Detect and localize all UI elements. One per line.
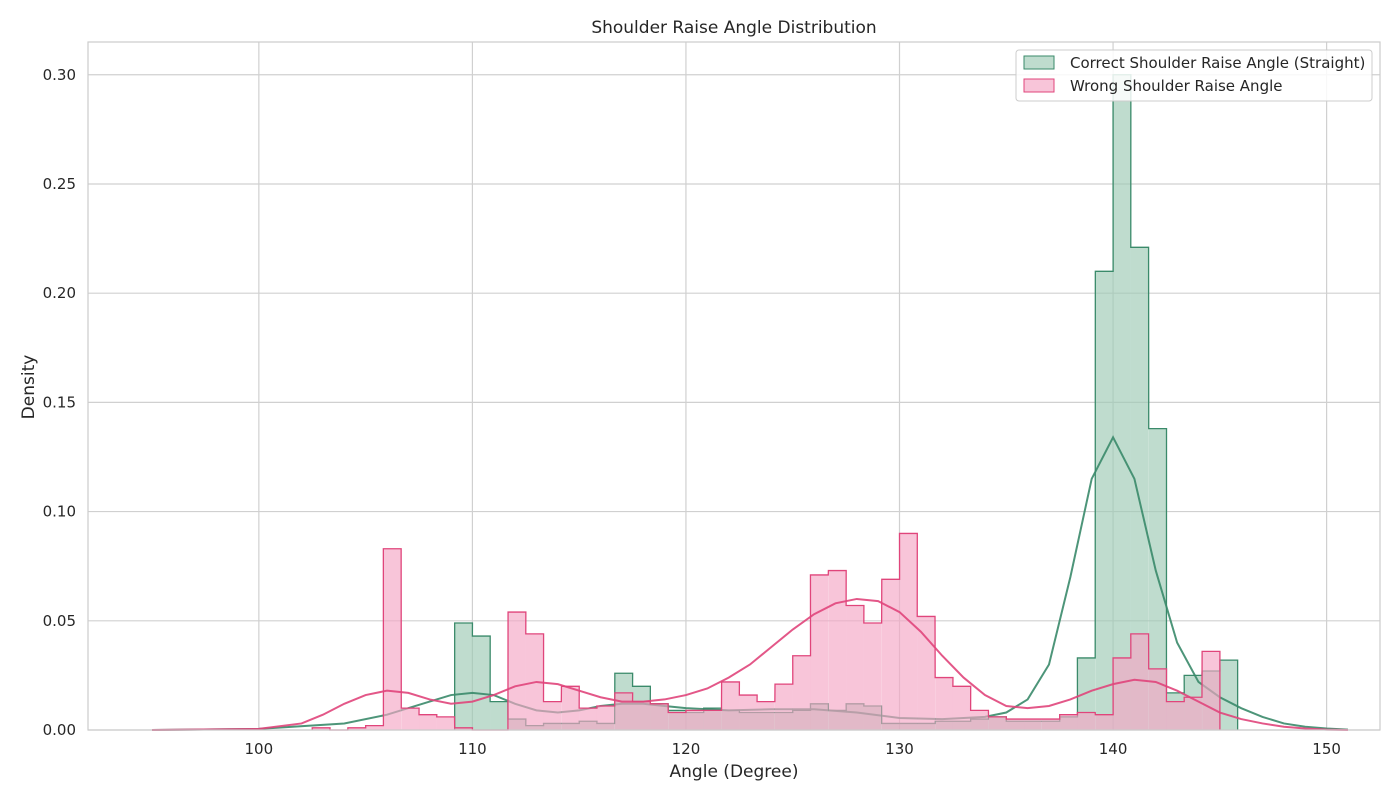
legend-label-wrong: Wrong Shoulder Raise Angle xyxy=(1070,77,1282,95)
legend-label-correct: Correct Shoulder Raise Angle (Straight) xyxy=(1070,54,1365,72)
legend-swatch-correct xyxy=(1023,55,1055,70)
histogram-bar-wrong xyxy=(1130,633,1149,730)
x-tick-label: 120 xyxy=(672,740,701,758)
histogram-bar-wrong xyxy=(650,703,669,730)
x-tick-label: 110 xyxy=(458,740,487,758)
histogram-bar-wrong xyxy=(988,716,1007,730)
histogram-bar-wrong xyxy=(792,655,811,730)
y-tick-label: 0.10 xyxy=(43,503,76,521)
y-axis-label: Density xyxy=(19,355,39,420)
x-tick-label: 130 xyxy=(885,740,914,758)
histogram-bar-wrong xyxy=(935,677,953,730)
series-layer xyxy=(152,74,1349,731)
series-wrong xyxy=(152,532,1348,731)
histogram-bar-wrong xyxy=(952,686,971,730)
histogram-bar-wrong xyxy=(917,616,936,730)
histogram-bar-wrong xyxy=(739,695,758,730)
legend: Correct Shoulder Raise Angle (Straight) … xyxy=(1015,49,1373,102)
histogram-bar-wrong xyxy=(508,612,526,730)
histogram-bar-correct xyxy=(1130,247,1149,731)
histogram-bar-wrong xyxy=(810,574,829,730)
histogram-bar-wrong xyxy=(863,622,882,730)
histogram-bar-correct xyxy=(1113,74,1131,730)
legend-swatch-wrong xyxy=(1023,78,1055,93)
histogram-bar-wrong xyxy=(312,727,331,730)
histogram-bar-wrong xyxy=(347,727,366,730)
histogram-bar-wrong xyxy=(1166,701,1185,730)
x-tick-label: 140 xyxy=(1099,740,1128,758)
histogram-bar-wrong xyxy=(436,716,455,730)
histogram-bar-correct xyxy=(490,701,508,730)
histogram-bar-wrong xyxy=(1148,668,1167,730)
histogram-bar-correct xyxy=(454,622,473,730)
histogram-bar-wrong xyxy=(1059,714,1078,730)
histogram-bar-wrong xyxy=(828,570,847,730)
histogram-bar-wrong xyxy=(1006,719,1025,730)
histogram-outline-wrong xyxy=(311,532,1221,731)
x-axis-label: Angle (Degree) xyxy=(670,762,799,782)
histogram-bar-wrong xyxy=(383,548,402,730)
chart-title: Shoulder Raise Angle Distribution xyxy=(591,18,876,38)
histogram-bar-wrong xyxy=(1095,714,1114,730)
histogram-bar-wrong xyxy=(579,708,597,730)
histogram-bar-correct xyxy=(1095,271,1114,730)
histogram-bar-wrong xyxy=(846,605,864,730)
histogram-bar-wrong xyxy=(419,714,437,730)
y-tick-label: 0.20 xyxy=(43,284,76,302)
histogram-bar-correct xyxy=(1219,660,1238,730)
histogram-bar-wrong xyxy=(632,701,651,730)
histogram-bar-wrong xyxy=(401,708,420,730)
histogram-bar-wrong xyxy=(561,686,580,730)
y-tick-label: 0.25 xyxy=(43,175,76,193)
tick-labels: 100 110 120 130 140 150 0.00 0.05 0.10 0.15 0.20 0.… xyxy=(43,66,1341,758)
histogram-bar-wrong xyxy=(757,701,775,730)
histogram-bar-wrong xyxy=(543,701,562,730)
histogram-bar-wrong xyxy=(1202,651,1220,730)
histogram-bar-wrong xyxy=(596,705,615,730)
histogram-bar-wrong xyxy=(1077,712,1096,730)
y-tick-label: 0.15 xyxy=(43,393,76,411)
histogram-bar-wrong xyxy=(721,681,740,730)
plot-frame xyxy=(87,41,1381,731)
histogram-bar-wrong xyxy=(899,533,918,730)
histogram-bar-wrong xyxy=(1113,657,1131,730)
histogram-bar-correct xyxy=(472,636,491,730)
histogram-bar-wrong xyxy=(685,710,704,730)
plot-background xyxy=(88,42,1380,730)
histogram-bar-wrong xyxy=(614,692,633,730)
histogram-bar-wrong xyxy=(1184,697,1202,730)
y-tick-label: 0.30 xyxy=(43,66,76,84)
x-tick-label: 150 xyxy=(1312,740,1341,758)
histogram-bar-wrong xyxy=(775,684,793,730)
y-tick-label: 0.00 xyxy=(43,721,76,739)
x-tick-label: 100 xyxy=(245,740,274,758)
kde-curve-wrong xyxy=(152,597,1348,731)
histogram-bar-wrong xyxy=(1041,719,1060,730)
legend-box xyxy=(1015,49,1373,102)
histogram-bar-wrong xyxy=(881,579,900,730)
histogram-bar-wrong xyxy=(365,725,384,730)
histogram-bar-wrong xyxy=(703,710,722,730)
histogram-bar-wrong xyxy=(668,712,687,730)
histogram-bar-wrong xyxy=(1024,719,1042,730)
histogram-bar-wrong xyxy=(454,727,473,730)
histogram-bar-wrong xyxy=(970,710,989,730)
y-tick-label: 0.05 xyxy=(43,612,76,630)
